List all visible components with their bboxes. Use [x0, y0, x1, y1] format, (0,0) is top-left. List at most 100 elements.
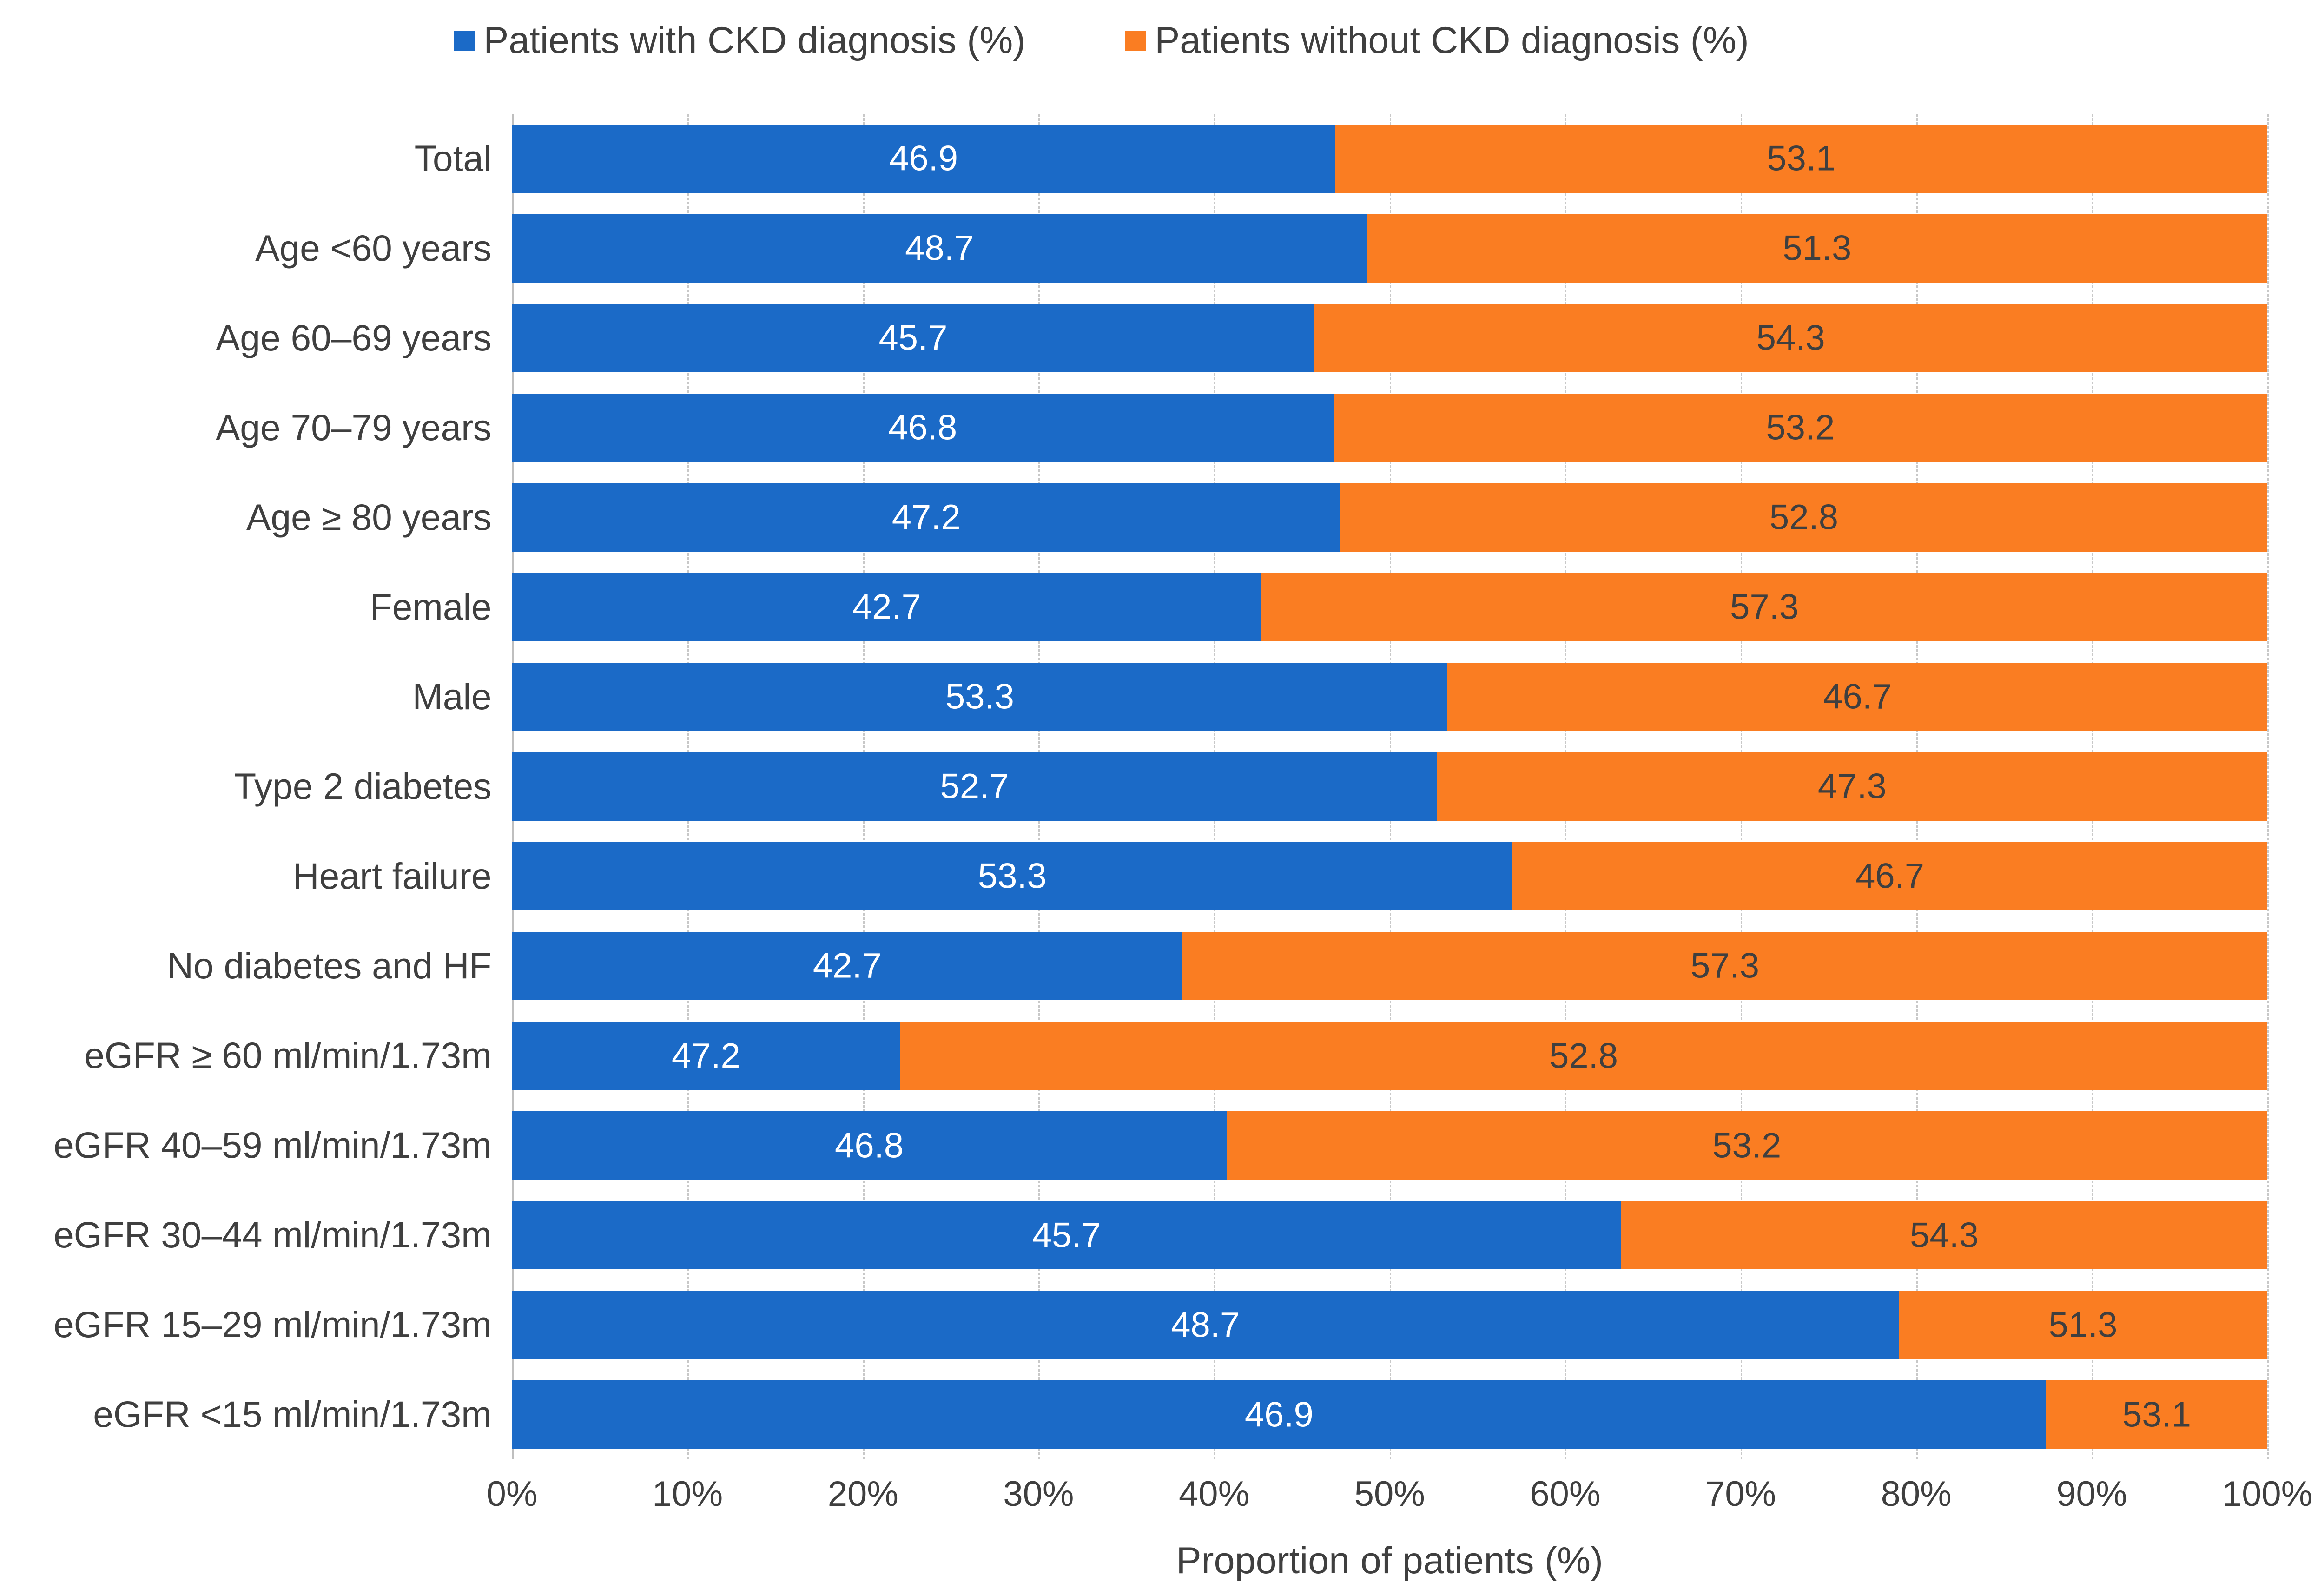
category-label: eGFR <15 ml/min/1.73m — [93, 1394, 492, 1435]
value-label-with-ckd: 45.7 — [878, 318, 948, 358]
value-label-with-ckd: 46.9 — [1244, 1395, 1314, 1435]
legend: Patients with CKD diagnosis (%) Patients… — [0, 19, 2264, 62]
plot-area: 46.9 53.1 48.7 51.3 45.7 54.3 46.8 53.2 47.2 52.8… — [512, 113, 2269, 1460]
bar-segment-with-ckd — [512, 662, 1448, 731]
stacked-bar — [512, 1291, 2268, 1359]
bar-segment-with-ckd — [512, 483, 1340, 552]
category-row: Total — [0, 114, 502, 204]
category-label: eGFR 15–29 ml/min/1.73m — [53, 1304, 492, 1345]
stacked-bar — [512, 752, 2268, 821]
value-label-without-ckd: 52.8 — [1549, 1036, 1618, 1075]
x-tick-label: 20% — [827, 1474, 898, 1514]
bar-segment-with-ckd — [512, 1201, 1622, 1270]
stacked-bar — [512, 842, 2268, 910]
bar-row: 45.7 54.3 — [512, 1190, 2268, 1280]
category-label: Age <60 years — [255, 227, 492, 269]
bar-segment-with-ckd — [512, 1380, 2047, 1449]
bar-segment-with-ckd — [512, 214, 1367, 283]
legend-item-without-ckd: Patients without CKD diagnosis (%) — [1125, 19, 1749, 62]
stacked-bar — [512, 931, 2268, 1001]
bar-segment-without-ckd — [1335, 124, 2267, 193]
bar-row: 42.7 57.3 — [512, 562, 2268, 652]
value-label-without-ckd: 53.2 — [1766, 408, 1835, 448]
bar-segment-with-ckd — [512, 931, 1183, 1001]
x-axis-ticks: 0% 10% 20% 30% 40% 50% 60% 70% 80% 90% 100% — [487, 1474, 2313, 1528]
bar-segment-with-ckd — [512, 1111, 1227, 1180]
stacked-bar — [512, 573, 2268, 641]
value-label-with-ckd: 46.8 — [835, 1126, 904, 1166]
x-tick-label: 60% — [1530, 1474, 1601, 1514]
category-label: eGFR 30–44 ml/min/1.73m — [53, 1214, 492, 1256]
bar-segment-without-ckd — [1447, 662, 2267, 731]
x-tick-label: 50% — [1354, 1474, 1425, 1514]
bar-segment-with-ckd — [512, 1021, 900, 1090]
bar-row: 48.7 51.3 — [512, 1280, 2268, 1370]
bar-row: 47.2 52.8 — [512, 1011, 2268, 1101]
bar-segment-with-ckd — [512, 752, 1437, 821]
category-row: eGFR ≥ 60 ml/min/1.73m — [0, 1011, 502, 1101]
x-tick-label: 10% — [652, 1474, 723, 1514]
x-tick-label: 90% — [2056, 1474, 2127, 1514]
value-label-without-ckd: 53.1 — [1767, 138, 1836, 178]
category-row: eGFR <15 ml/min/1.73m — [0, 1370, 502, 1459]
category-label: eGFR 40–59 ml/min/1.73m — [53, 1125, 492, 1166]
legend-item-with-ckd: Patients with CKD diagnosis (%) — [454, 19, 1025, 62]
category-label: No diabetes and HF — [167, 945, 492, 986]
legend-swatch-with-ckd-icon — [454, 30, 475, 51]
value-label-with-ckd: 53.3 — [945, 677, 1014, 717]
category-label: Total — [414, 138, 492, 179]
x-axis-title: Proportion of patients (%) — [1176, 1540, 1603, 1582]
bar-segment-without-ckd — [1621, 1201, 2267, 1270]
category-row: Female — [0, 562, 502, 652]
stacked-bar — [512, 303, 2268, 372]
stacked-bar — [512, 483, 2268, 552]
category-row: Age 70–79 years — [0, 383, 502, 473]
value-label-with-ckd: 47.2 — [671, 1036, 740, 1075]
category-row: Type 2 diabetes — [0, 742, 502, 831]
stacked-bar — [512, 662, 2268, 731]
legend-swatch-without-ckd-icon — [1125, 30, 1146, 51]
category-label: Female — [370, 586, 492, 627]
bar-row: 53.3 46.7 — [512, 831, 2268, 921]
x-tick-label: 0% — [486, 1474, 538, 1514]
bar-segment-with-ckd — [512, 573, 1262, 641]
bar-segment-without-ckd — [1898, 1291, 2267, 1359]
bar-segment-without-ckd — [1226, 1111, 2267, 1180]
value-label-without-ckd: 53.1 — [2122, 1395, 2192, 1435]
gridline-100% — [2267, 113, 2269, 1460]
value-label-without-ckd: 54.3 — [1910, 1215, 1979, 1255]
bar-segment-with-ckd — [512, 124, 1335, 193]
bar-row: 52.7 47.3 — [512, 742, 2268, 831]
category-row: Age 60–69 years — [0, 293, 502, 383]
bar-row: 47.2 52.8 — [512, 473, 2268, 562]
value-label-without-ckd: 46.7 — [1823, 677, 1892, 717]
x-tick-label: 70% — [1705, 1474, 1776, 1514]
bar-segment-without-ckd — [2046, 1380, 2267, 1449]
value-label-without-ckd: 47.3 — [1817, 766, 1887, 806]
stacked-bar — [512, 214, 2268, 283]
bar-row: 53.3 46.7 — [512, 652, 2268, 742]
bar-segment-without-ckd — [1314, 303, 2267, 372]
bar-rows: 46.9 53.1 48.7 51.3 45.7 54.3 46.8 53.2 47.2 52.8… — [512, 114, 2268, 1459]
bar-segment-with-ckd — [512, 842, 1513, 910]
bar-row: 46.8 53.2 — [512, 1101, 2268, 1190]
value-label-with-ckd: 42.7 — [852, 587, 921, 627]
x-tick-label: 40% — [1179, 1474, 1250, 1514]
bar-row: 46.9 53.1 — [512, 114, 2268, 204]
value-label-with-ckd: 46.8 — [888, 408, 957, 448]
value-label-without-ckd: 51.3 — [2048, 1305, 2118, 1345]
category-row: Age <60 years — [0, 204, 502, 293]
value-label-with-ckd: 47.2 — [891, 497, 961, 537]
category-row: Male — [0, 652, 502, 742]
bar-segment-with-ckd — [512, 393, 1334, 462]
category-label: Age ≥ 80 years — [246, 496, 492, 538]
category-label: Type 2 diabetes — [234, 765, 492, 807]
category-label: Male — [412, 676, 492, 717]
value-label-with-ckd: 42.7 — [812, 946, 882, 986]
category-label: Age 70–79 years — [215, 407, 492, 448]
value-label-with-ckd: 45.7 — [1032, 1215, 1101, 1255]
bar-segment-without-ckd — [900, 1021, 2267, 1090]
value-label-with-ckd: 48.7 — [905, 228, 974, 268]
bar-segment-without-ckd — [1367, 214, 2267, 283]
